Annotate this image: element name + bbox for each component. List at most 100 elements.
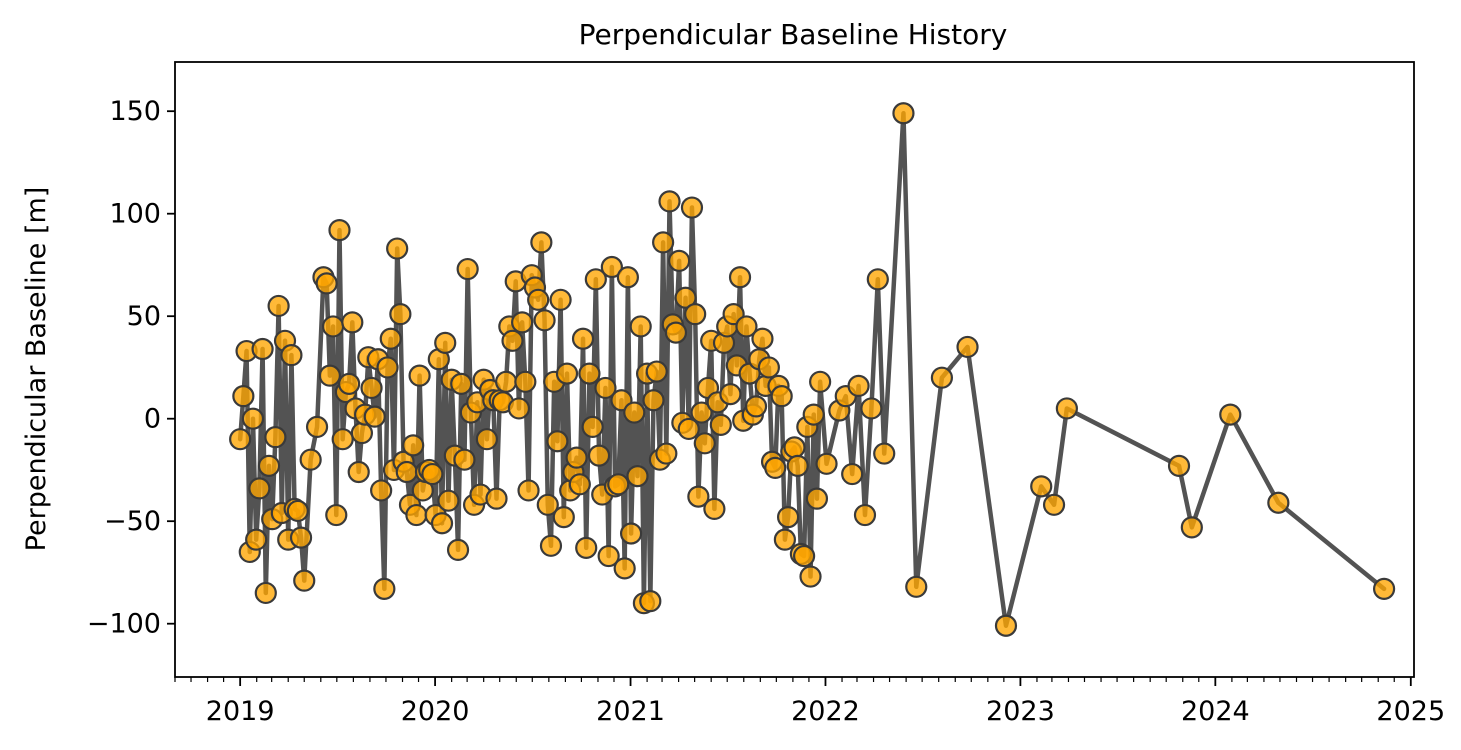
data-point [325, 503, 348, 527]
data-point [642, 389, 665, 412]
data-point [321, 315, 345, 338]
data-point [1055, 397, 1078, 420]
data-point [1180, 516, 1203, 539]
data-point [728, 266, 752, 289]
data-point [245, 528, 268, 551]
data-point [623, 401, 646, 424]
data-point [527, 288, 550, 311]
data-point [453, 448, 476, 471]
data-point [809, 370, 832, 393]
data-point [956, 335, 979, 359]
x-tick-label: 2020 [401, 696, 470, 727]
data-point [571, 327, 595, 350]
data-point [629, 315, 652, 338]
data-point [719, 383, 742, 406]
data-point [331, 428, 354, 451]
data-point-group [229, 102, 1396, 637]
data-point [684, 303, 707, 326]
data-point [677, 417, 700, 441]
data-point [613, 557, 636, 580]
data-point [555, 362, 579, 385]
data-point [757, 356, 780, 379]
data-point [866, 268, 889, 291]
data-point [533, 309, 556, 332]
data-point [1030, 475, 1053, 498]
data-point [709, 413, 732, 436]
data-point [658, 190, 681, 213]
data-point [539, 534, 563, 557]
data-point [1267, 491, 1290, 514]
data-point [475, 428, 498, 451]
data-point [289, 526, 313, 549]
data-point [565, 446, 588, 469]
data-point [802, 403, 825, 426]
data-point [575, 536, 598, 559]
data-point [552, 505, 575, 529]
data-point [546, 430, 569, 453]
data-point [930, 366, 954, 389]
data-point [501, 329, 524, 352]
data-point [619, 522, 643, 545]
data-point [578, 362, 601, 385]
data-point [408, 364, 431, 387]
data-point [607, 473, 630, 496]
x-tick-label: 2022 [791, 696, 860, 727]
data-point [341, 311, 364, 334]
data-point [841, 462, 864, 486]
data-point [254, 581, 277, 605]
data-point [267, 294, 290, 318]
data-point [645, 360, 668, 383]
plot-background [175, 62, 1414, 677]
data-point [594, 376, 617, 400]
data-point [446, 538, 470, 562]
x-tick-label: 2025 [1376, 696, 1445, 727]
data-point [405, 503, 428, 527]
data-point [251, 337, 274, 361]
data-point [229, 428, 252, 451]
data-point [376, 356, 399, 379]
data-point [1219, 403, 1242, 426]
x-tick-label: 2023 [986, 696, 1055, 727]
data-point [248, 477, 271, 500]
data-point [305, 415, 329, 438]
data-point [257, 454, 281, 477]
data-point [652, 231, 675, 254]
data-point [430, 512, 454, 535]
data-point [373, 577, 396, 600]
data-point [338, 372, 361, 395]
data-point [286, 499, 309, 523]
y-tick-label: −100 [87, 609, 161, 640]
data-point [776, 505, 800, 529]
data-point [514, 370, 537, 393]
data-point [783, 436, 806, 459]
data-point [1167, 454, 1191, 477]
data-point [587, 444, 611, 467]
data-point [328, 219, 351, 242]
data-point [402, 434, 425, 457]
data-point [386, 237, 409, 260]
data-point [799, 565, 822, 588]
data-point [616, 266, 639, 289]
data-point [764, 456, 787, 479]
data-point [597, 544, 620, 568]
data-point [549, 288, 572, 311]
data-point [315, 272, 338, 295]
data-point [847, 374, 870, 397]
data-point [815, 452, 838, 475]
data-point [379, 327, 402, 350]
data-point [360, 376, 383, 400]
data-point [655, 442, 678, 465]
axes-frame [174, 61, 1415, 678]
data-point [530, 231, 553, 254]
data-point [905, 575, 928, 598]
data-point [668, 249, 691, 272]
data-point [994, 614, 1018, 637]
data-point [232, 385, 255, 408]
data-point [318, 364, 341, 387]
data-point [434, 331, 457, 354]
data-point [450, 372, 473, 395]
plot-area [175, 62, 1414, 677]
data-point [485, 487, 508, 510]
